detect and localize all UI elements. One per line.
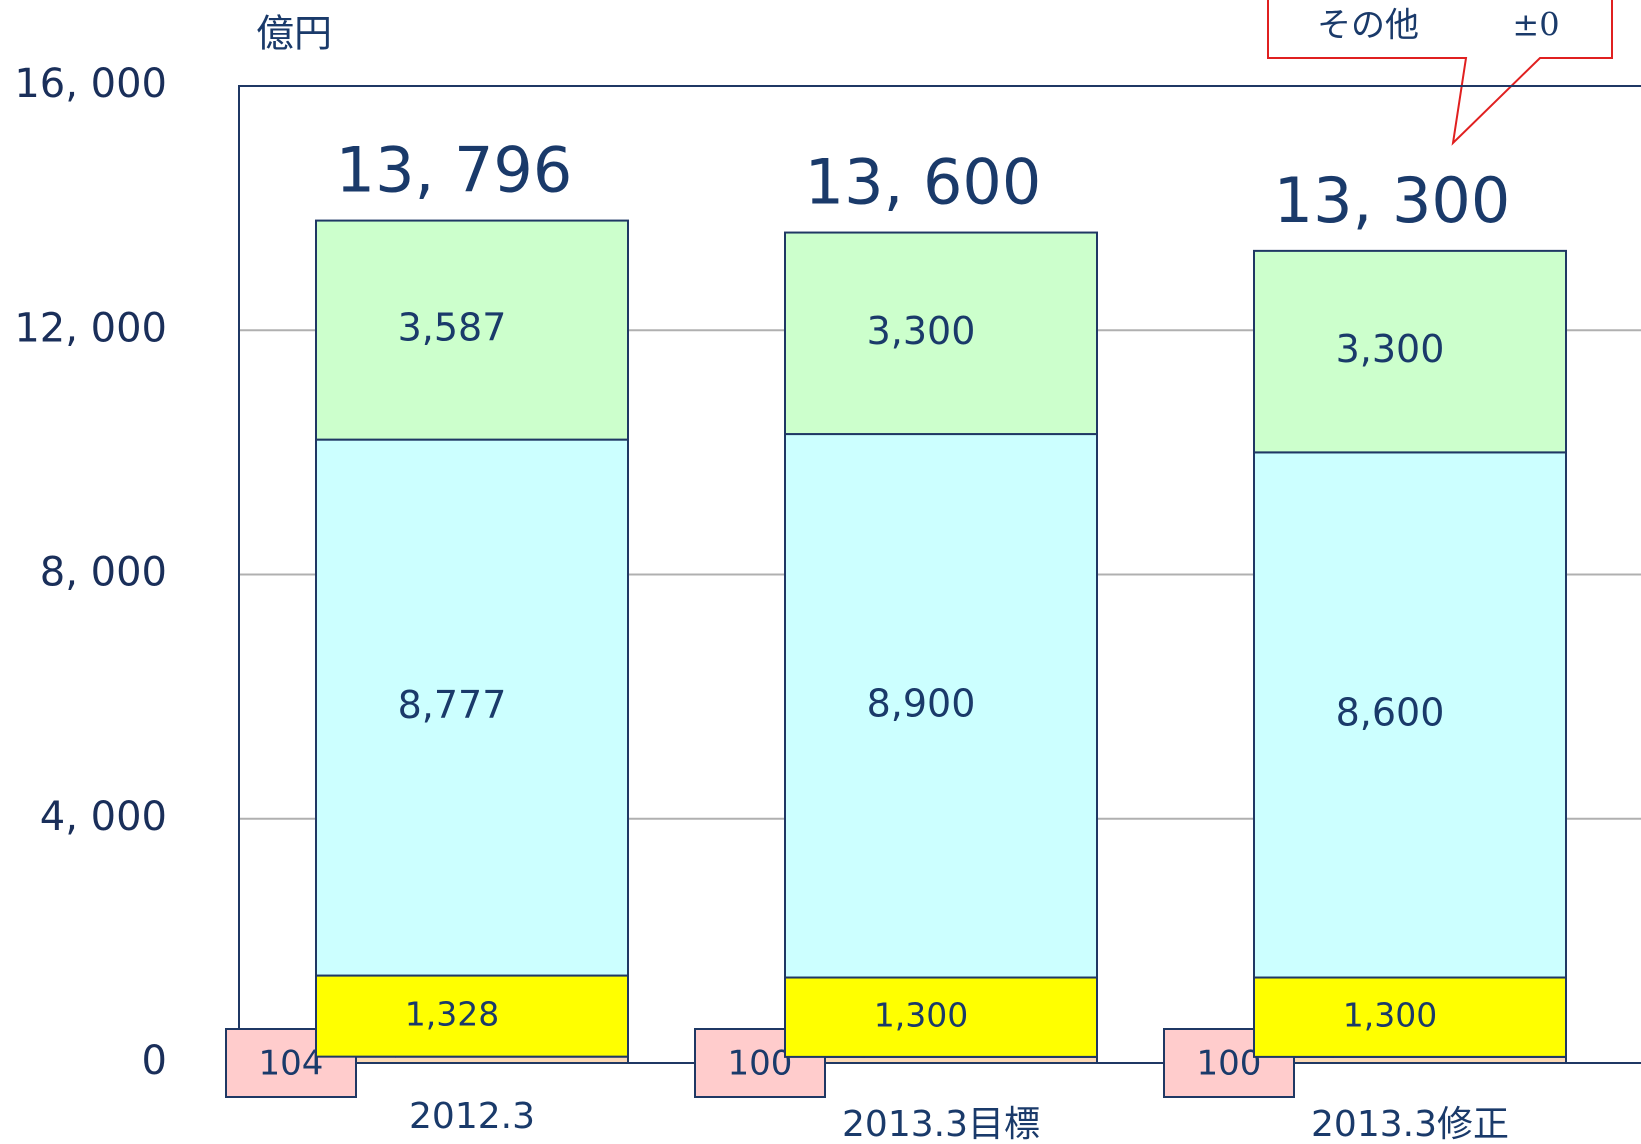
- x-tick-label: 2012.3: [409, 1096, 535, 1137]
- bar-segment: [784, 976, 1098, 1058]
- y-tick-label: 12, 000: [14, 305, 167, 351]
- total-label: 13, 796: [336, 134, 573, 207]
- annotation-label: その他: [1317, 6, 1419, 46]
- segment-label: 3,587: [398, 306, 507, 350]
- bar-segment: [1253, 451, 1567, 979]
- bar-segment: [784, 231, 1098, 436]
- segment-label: 8,777: [398, 683, 507, 727]
- total-label: 13, 600: [805, 146, 1042, 219]
- y-tick-label: 4, 000: [40, 794, 167, 840]
- segment-label: 100: [728, 1044, 793, 1084]
- y-tick-label: 16, 000: [14, 61, 167, 107]
- bar-segment: [315, 974, 629, 1058]
- y-tick-label: 8, 000: [40, 550, 167, 596]
- segment-label: 1,328: [405, 995, 499, 1034]
- bar-segment: [784, 433, 1098, 979]
- bar-segment: [315, 219, 629, 441]
- segment-label: 1,300: [1343, 996, 1437, 1035]
- bar-segment: [315, 438, 629, 977]
- segment-label: 100: [1197, 1044, 1262, 1084]
- y-tick-label: 0: [142, 1038, 167, 1084]
- annotation-value: ±0: [1512, 6, 1559, 44]
- callout: [1267, 0, 1613, 146]
- segment-label: 8,600: [1336, 690, 1445, 734]
- segment-label: 3,300: [1336, 327, 1445, 371]
- segment-label: 8,900: [867, 681, 976, 725]
- segment-label: 104: [259, 1044, 324, 1084]
- x-tick-label: 2013.3目標: [842, 1104, 1040, 1144]
- bar-segment: [1253, 249, 1567, 454]
- segment-label: 3,300: [867, 309, 976, 353]
- x-tick-label: 2013.3修正: [1311, 1104, 1509, 1144]
- bar-segment: [1253, 976, 1567, 1058]
- segment-label: 1,300: [874, 996, 968, 1035]
- total-label: 13, 300: [1274, 164, 1511, 237]
- y-axis-label: 億円: [256, 12, 332, 56]
